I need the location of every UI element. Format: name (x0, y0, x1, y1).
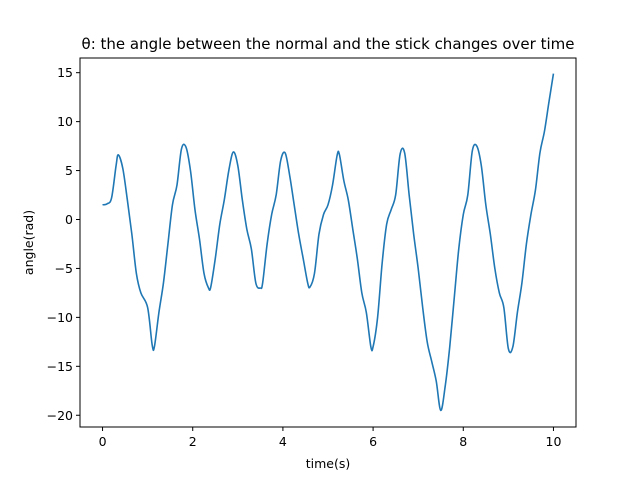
x-tick-label: 10 (546, 434, 562, 449)
y-tick-label: 5 (65, 163, 73, 178)
x-axis-label: time(s) (306, 456, 351, 471)
y-tick-label: −5 (55, 261, 73, 276)
y-tick-label: −15 (47, 359, 73, 374)
x-tick-label: 0 (99, 434, 107, 449)
y-tick-label: 10 (57, 114, 73, 129)
x-axis: 0 2 4 6 8 10 (99, 427, 562, 449)
chart-title: θ: the angle between the normal and the … (82, 35, 575, 53)
x-tick-label: 4 (279, 434, 287, 449)
x-tick-label: 8 (459, 434, 467, 449)
y-tick-label: 0 (65, 212, 73, 227)
x-tick-label: 2 (189, 434, 197, 449)
plot-area (102, 73, 555, 412)
y-tick-label: −10 (47, 310, 73, 325)
y-tick-label: 15 (57, 65, 73, 80)
y-axis: −20 −15 −10 −5 0 5 10 15 (47, 65, 80, 423)
y-tick-label: −20 (47, 408, 73, 423)
y-axis-label: angle(rad) (21, 210, 36, 275)
plot-frame (79, 57, 577, 428)
series-line-0 (102, 73, 555, 412)
x-tick-label: 6 (369, 434, 377, 449)
